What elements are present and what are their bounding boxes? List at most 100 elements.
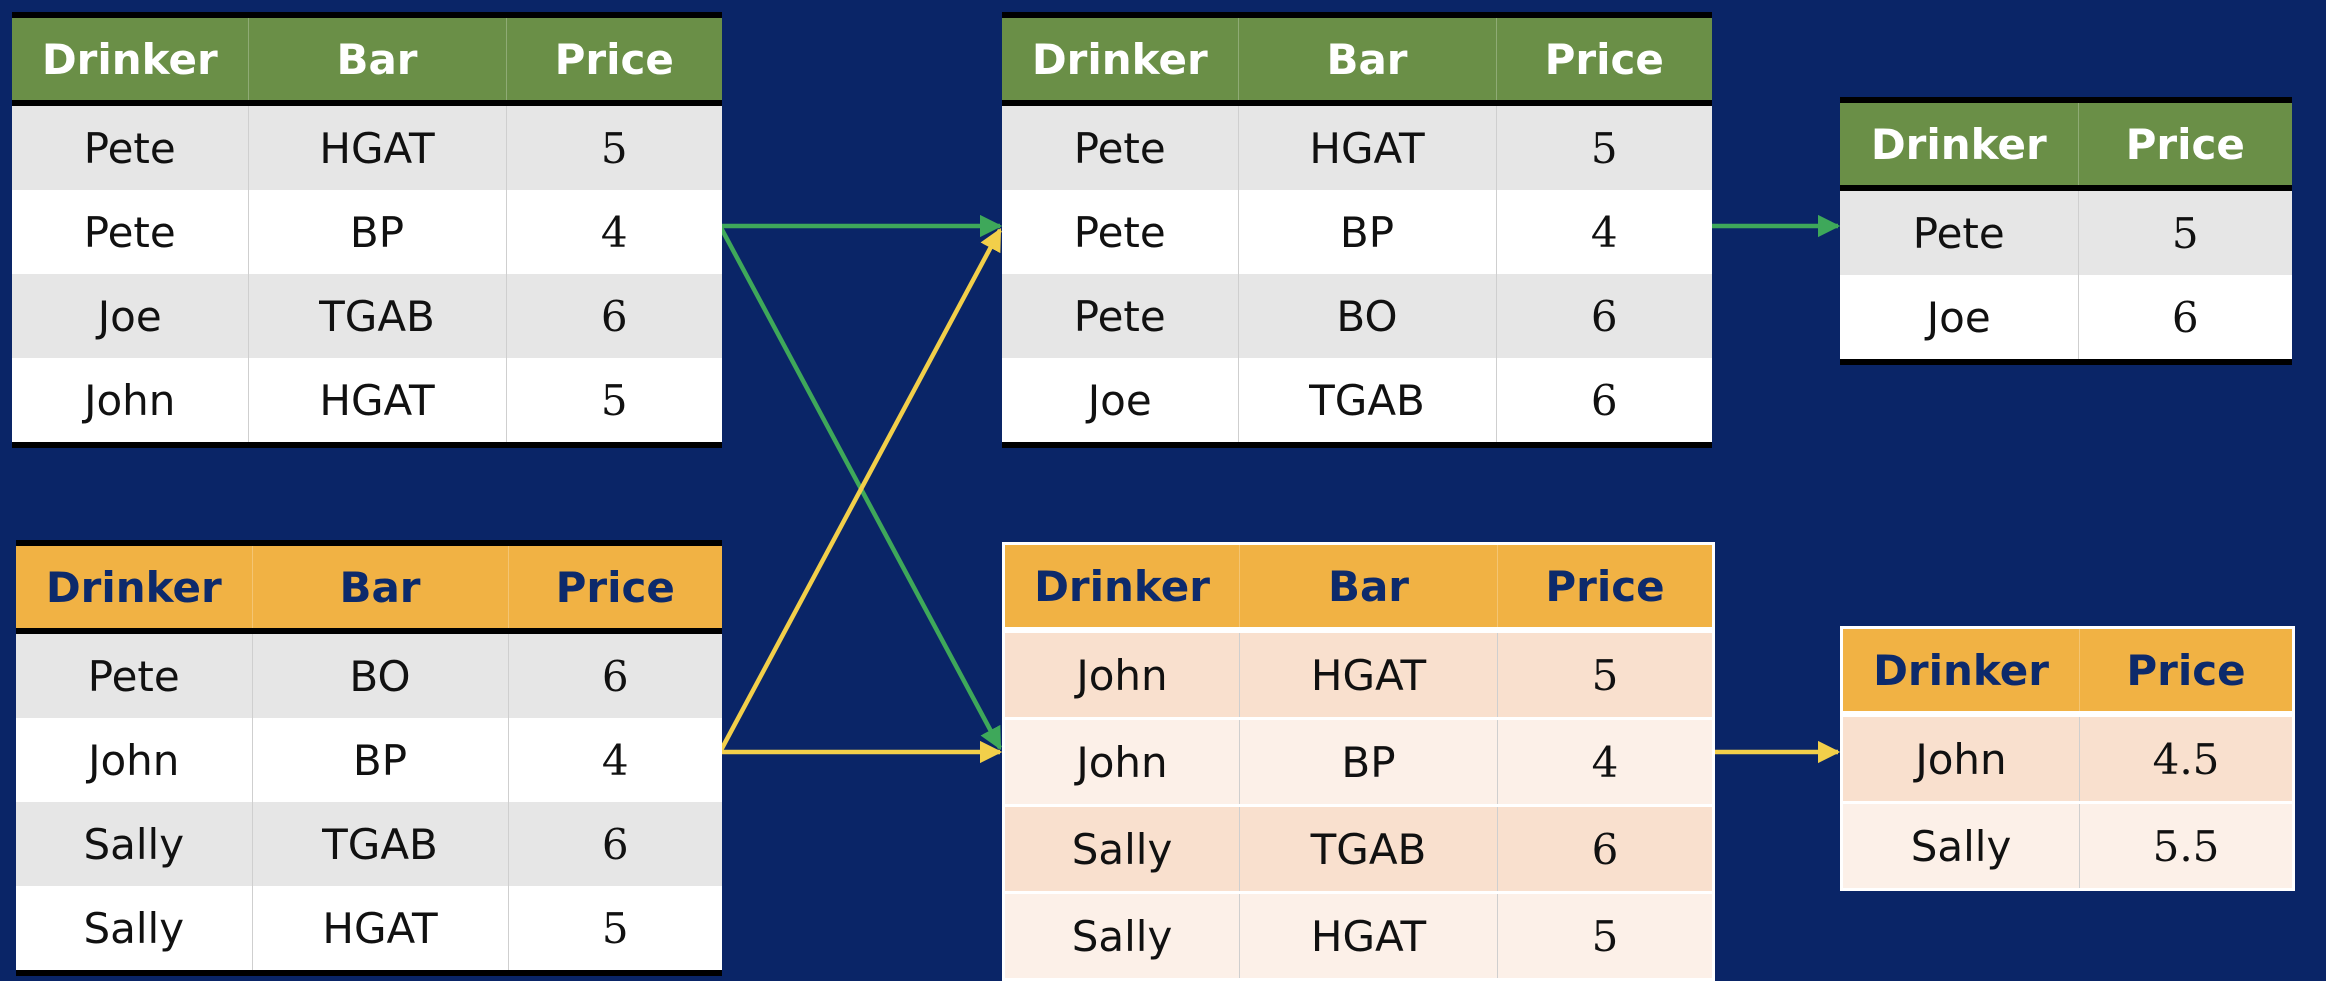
cell-drinker: Sally — [16, 802, 253, 886]
cell-bar: HGAT — [1239, 630, 1498, 720]
table-row: Pete HGAT 5 — [12, 103, 722, 190]
header-drinker: Drinker — [1002, 15, 1239, 103]
cell-price: 4 — [506, 190, 722, 274]
table-row: Pete BO 6 — [16, 631, 722, 718]
header-drinker: Drinker — [16, 543, 253, 631]
cell-price: 5.5 — [2079, 802, 2294, 891]
cell-bar: HGAT — [1238, 103, 1497, 190]
cell-drinker: Pete — [1002, 103, 1239, 190]
table-bottom-left: Drinker Bar Price Pete BO 6 John BP 4 Sally T… — [16, 540, 722, 976]
table-row: John 4.5 — [1841, 714, 2294, 804]
header-price: Price — [2078, 100, 2292, 188]
cell-drinker: Sally — [1003, 805, 1240, 894]
cell-drinker: Pete — [1002, 190, 1239, 274]
header-price: Price — [506, 15, 722, 103]
table-row: Pete HGAT 5 — [1002, 103, 1712, 190]
cell-price: 6 — [1496, 274, 1712, 358]
cell-drinker: Sally — [1841, 802, 2080, 891]
cell-price: 6 — [2078, 275, 2292, 362]
cell-drinker: Sally — [16, 886, 253, 973]
header-drinker: Drinker — [1840, 100, 2079, 188]
cell-drinker: Pete — [16, 631, 253, 718]
cell-drinker: John — [1003, 718, 1240, 807]
table-row: Sally TGAB 6 — [16, 802, 722, 886]
cell-price: 6 — [508, 802, 722, 886]
table-row: Joe TGAB 6 — [1002, 358, 1712, 445]
cell-price: 5 — [508, 886, 722, 973]
cell-price: 5 — [1496, 103, 1712, 190]
cell-bar: TGAB — [248, 274, 507, 358]
cell-price: 5 — [2078, 188, 2292, 275]
table-row: Sally HGAT 5 — [1003, 892, 1714, 981]
cell-drinker: Joe — [1002, 358, 1239, 445]
cell-price: 6 — [508, 631, 722, 718]
table-row: Sally TGAB 6 — [1003, 805, 1714, 894]
cell-drinker: John — [1003, 630, 1240, 720]
table-row: Joe TGAB 6 — [12, 274, 722, 358]
cell-bar: BP — [248, 190, 507, 274]
header-bar: Bar — [248, 15, 507, 103]
table-top-right: Drinker Price Pete 5 Joe 6 — [1840, 97, 2292, 365]
cell-bar: BP — [252, 718, 509, 802]
table-top-left: Drinker Bar Price Pete HGAT 5 Pete BP 4 Joe T… — [12, 12, 722, 448]
table-row: Joe 6 — [1840, 275, 2292, 362]
cell-bar: HGAT — [1239, 892, 1498, 981]
table-row: Pete BO 6 — [1002, 274, 1712, 358]
cell-bar: TGAB — [252, 802, 509, 886]
header-bar: Bar — [1238, 15, 1497, 103]
table-row: Pete 5 — [1840, 188, 2292, 275]
cell-price: 4 — [508, 718, 722, 802]
cell-drinker: Joe — [12, 274, 249, 358]
table-bottom-middle: Drinker Bar Price John HGAT 5 John BP 4 Sall… — [1002, 542, 1715, 981]
header-bar: Bar — [252, 543, 509, 631]
cell-bar: BP — [1239, 718, 1498, 807]
table-row: John HGAT 5 — [1003, 630, 1714, 720]
cell-drinker: Pete — [1840, 188, 2079, 275]
header-price: Price — [1497, 543, 1714, 633]
header-price: Price — [508, 543, 722, 631]
header-drinker: Drinker — [12, 15, 249, 103]
header-bar: Bar — [1239, 543, 1498, 633]
cell-price: 6 — [1496, 358, 1712, 445]
cell-bar: BO — [1238, 274, 1497, 358]
table-row: Sally 5.5 — [1841, 802, 2294, 891]
cell-drinker: John — [1841, 714, 2080, 804]
table-top-middle: Drinker Bar Price Pete HGAT 5 Pete BP 4 Pete… — [1002, 12, 1712, 448]
cell-drinker: Joe — [1840, 275, 2079, 362]
cell-price: 6 — [506, 274, 722, 358]
cell-price: 6 — [1497, 805, 1714, 894]
cell-bar: HGAT — [252, 886, 509, 973]
cell-bar: HGAT — [248, 103, 507, 190]
cell-bar: TGAB — [1238, 358, 1497, 445]
table-row: John HGAT 5 — [12, 358, 722, 445]
cell-drinker: John — [16, 718, 253, 802]
arrow-yellow-bottom-left-to-top-middle — [718, 228, 1002, 754]
cell-drinker: Sally — [1003, 892, 1240, 981]
table-bottom-right: Drinker Price John 4.5 Sally 5.5 — [1840, 626, 2295, 891]
cell-drinker: Pete — [12, 190, 249, 274]
header-price: Price — [2079, 627, 2294, 717]
cell-price: 4 — [1496, 190, 1712, 274]
table-row: John BP 4 — [16, 718, 722, 802]
cell-bar: BO — [252, 631, 509, 718]
cell-price: 4 — [1497, 718, 1714, 807]
cell-bar: HGAT — [248, 358, 507, 445]
cell-price: 5 — [506, 103, 722, 190]
header-price: Price — [1496, 15, 1712, 103]
cell-bar: BP — [1238, 190, 1497, 274]
table-row: Pete BP 4 — [1002, 190, 1712, 274]
cell-price: 4.5 — [2079, 714, 2294, 804]
cell-drinker: John — [12, 358, 249, 445]
table-row: John BP 4 — [1003, 718, 1714, 807]
cell-price: 5 — [506, 358, 722, 445]
table-row: Pete BP 4 — [12, 190, 722, 274]
header-drinker: Drinker — [1841, 627, 2080, 717]
table-row: Sally HGAT 5 — [16, 886, 722, 973]
cell-bar: TGAB — [1239, 805, 1498, 894]
cell-price: 5 — [1497, 892, 1714, 981]
header-drinker: Drinker — [1003, 543, 1240, 633]
cell-drinker: Pete — [12, 103, 249, 190]
cell-price: 5 — [1497, 630, 1714, 720]
cell-drinker: Pete — [1002, 274, 1239, 358]
